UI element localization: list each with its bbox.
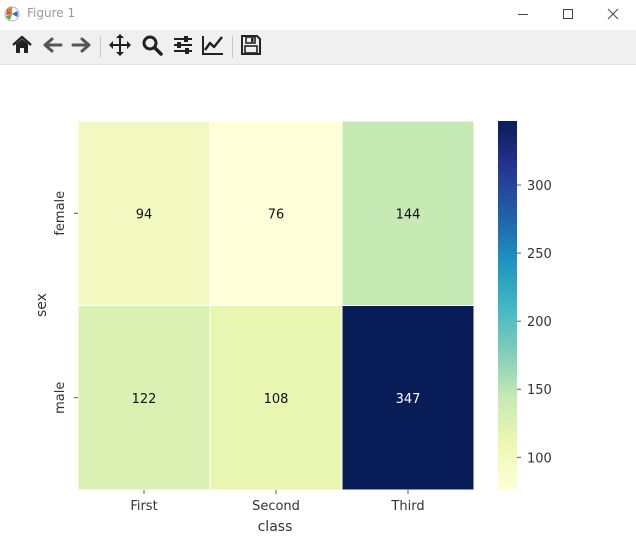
y-tick-label: male bbox=[53, 382, 68, 414]
toolbar-separator bbox=[232, 36, 233, 58]
heatmap-cell bbox=[341, 120, 475, 306]
maximize-icon bbox=[562, 5, 574, 24]
heatmap-cell-label: 76 bbox=[268, 207, 285, 222]
back-button[interactable] bbox=[38, 33, 66, 61]
heatmap-cell-label: 94 bbox=[136, 207, 153, 222]
minimize-icon bbox=[517, 5, 529, 24]
subplots-button[interactable] bbox=[169, 33, 197, 61]
minimize-button[interactable] bbox=[500, 0, 546, 28]
forward-button[interactable] bbox=[68, 33, 96, 61]
move-icon bbox=[108, 33, 132, 61]
navigation-toolbar bbox=[0, 30, 636, 65]
toolbar-separator bbox=[100, 36, 101, 58]
x-tick-label: First bbox=[130, 499, 157, 514]
close-icon bbox=[607, 5, 619, 24]
zoom-button[interactable] bbox=[138, 33, 166, 61]
y-tick-label: female bbox=[53, 191, 68, 236]
home-button[interactable] bbox=[8, 33, 36, 61]
heatmap-cell bbox=[77, 305, 211, 491]
save-icon bbox=[240, 34, 262, 60]
heatmap-cell-label: 108 bbox=[264, 392, 289, 407]
x-axis-label: class bbox=[258, 519, 293, 535]
heatmap-cell-label: 144 bbox=[396, 207, 421, 222]
heatmap-chart: 94 76 144 122 108 347 First Second Third female m… bbox=[34, 120, 552, 535]
colorbar bbox=[498, 121, 517, 490]
colorbar-tick-label: 150 bbox=[527, 383, 552, 398]
heatmap-cell-label: 122 bbox=[132, 392, 157, 407]
heatmap-cell bbox=[209, 120, 343, 306]
colorbar-tick-label: 250 bbox=[527, 247, 552, 262]
matplotlib-icon bbox=[4, 6, 20, 22]
home-icon bbox=[11, 34, 33, 60]
colorbar-tick-label: 100 bbox=[527, 451, 552, 466]
heatmap-cell-label: 347 bbox=[396, 392, 421, 407]
forward-arrow-icon bbox=[71, 34, 93, 60]
heatmap-cell bbox=[341, 305, 475, 491]
window-title: Figure 1 bbox=[27, 6, 76, 20]
x-tick-label: Second bbox=[252, 499, 300, 514]
heatmap-cell bbox=[209, 305, 343, 491]
figure-canvas[interactable]: 94 76 144 122 108 347 First Second Third female m… bbox=[0, 65, 636, 537]
back-arrow-icon bbox=[41, 34, 63, 60]
customize-button[interactable] bbox=[199, 33, 227, 61]
close-button[interactable] bbox=[590, 0, 636, 28]
colorbar-tick-label: 200 bbox=[527, 315, 552, 330]
title-bar: Figure 1 bbox=[0, 0, 636, 30]
x-tick-label: Third bbox=[390, 499, 424, 514]
sliders-icon bbox=[172, 34, 194, 60]
save-button[interactable] bbox=[237, 33, 265, 61]
y-axis-label: sex bbox=[34, 293, 50, 317]
pan-button[interactable] bbox=[106, 33, 134, 61]
maximize-button[interactable] bbox=[545, 0, 591, 28]
colorbar-tick-label: 300 bbox=[527, 179, 552, 194]
zoom-icon bbox=[141, 34, 163, 60]
line-chart-icon bbox=[201, 34, 225, 60]
